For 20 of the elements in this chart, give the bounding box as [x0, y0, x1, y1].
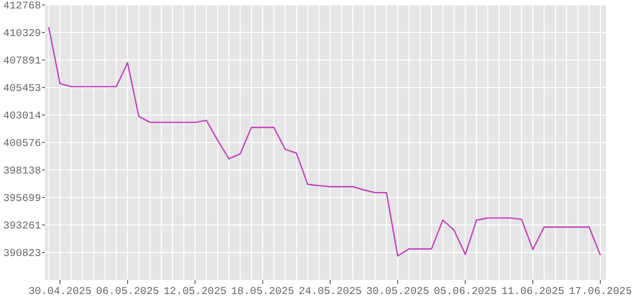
- line-series: [48, 26, 602, 257]
- y-tick-label: 390823: [3, 248, 41, 260]
- x-tick-label: 06.05.2025: [96, 286, 160, 298]
- x-tick-label: 11.06.2025: [501, 286, 564, 298]
- y-tick-label: 412768: [3, 0, 41, 13]
- x-tick-label: 12.05.2025: [164, 286, 227, 298]
- y-tick-label: 403014: [3, 110, 41, 123]
- y-tick-label: 405453: [3, 83, 41, 96]
- y-tick-label: 395699: [3, 193, 41, 206]
- x-tick-label: 24.05.2025: [298, 286, 362, 298]
- y-tick-label: 410329: [3, 28, 41, 40]
- x-tick-label: 18.05.2025: [231, 286, 294, 298]
- x-tick-label: 05.06.2025: [434, 286, 497, 298]
- x-tick-label: 30.05.2025: [366, 286, 430, 298]
- x-tick-label: 17.06.2025: [568, 286, 632, 298]
- x-tick-label: 30.04.2025: [28, 286, 92, 298]
- y-tick-label: 400576: [3, 138, 41, 150]
- y-tick-label: 398138: [3, 166, 41, 178]
- y-tick-label: 407891: [3, 56, 41, 68]
- y-tick-label: 393261: [3, 220, 41, 233]
